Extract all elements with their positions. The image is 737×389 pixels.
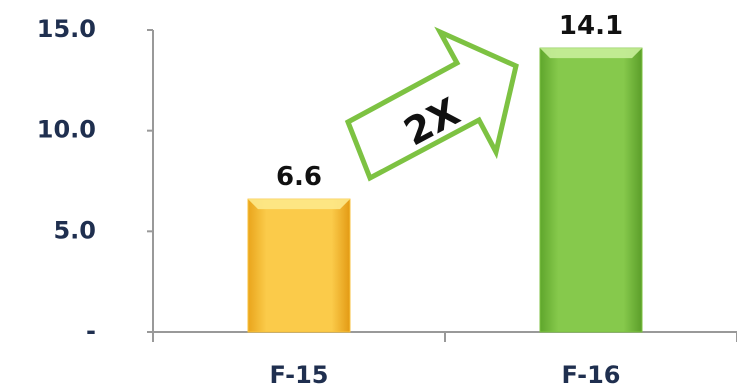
- x-axis-ticks: [152, 332, 737, 342]
- data-label-f-15: 6.6: [276, 162, 322, 192]
- bars: [247, 47, 643, 333]
- y-axis-ticks: - 5.0 10.0 15.0: [37, 15, 153, 345]
- arrow-icon: [344, 26, 519, 182]
- bar-f-15: [247, 198, 351, 333]
- y-tick-label: 15.0: [37, 15, 96, 43]
- bar-top-bevel: [540, 48, 642, 59]
- labels: 6.6 F-15 14.1 F-16: [269, 11, 623, 389]
- bar-f-16: [539, 47, 643, 333]
- y-tick-label: 5.0: [53, 216, 96, 244]
- y-tick-label: 10.0: [37, 116, 96, 144]
- category-label-f-16: F-16: [561, 361, 620, 389]
- y-tick-label: -: [86, 317, 96, 345]
- category-label-f-15: F-15: [269, 361, 328, 389]
- bar-top-bevel: [248, 199, 350, 210]
- growth-arrow-annotation: 2X: [344, 26, 519, 182]
- data-label-f-16: 14.1: [559, 11, 623, 41]
